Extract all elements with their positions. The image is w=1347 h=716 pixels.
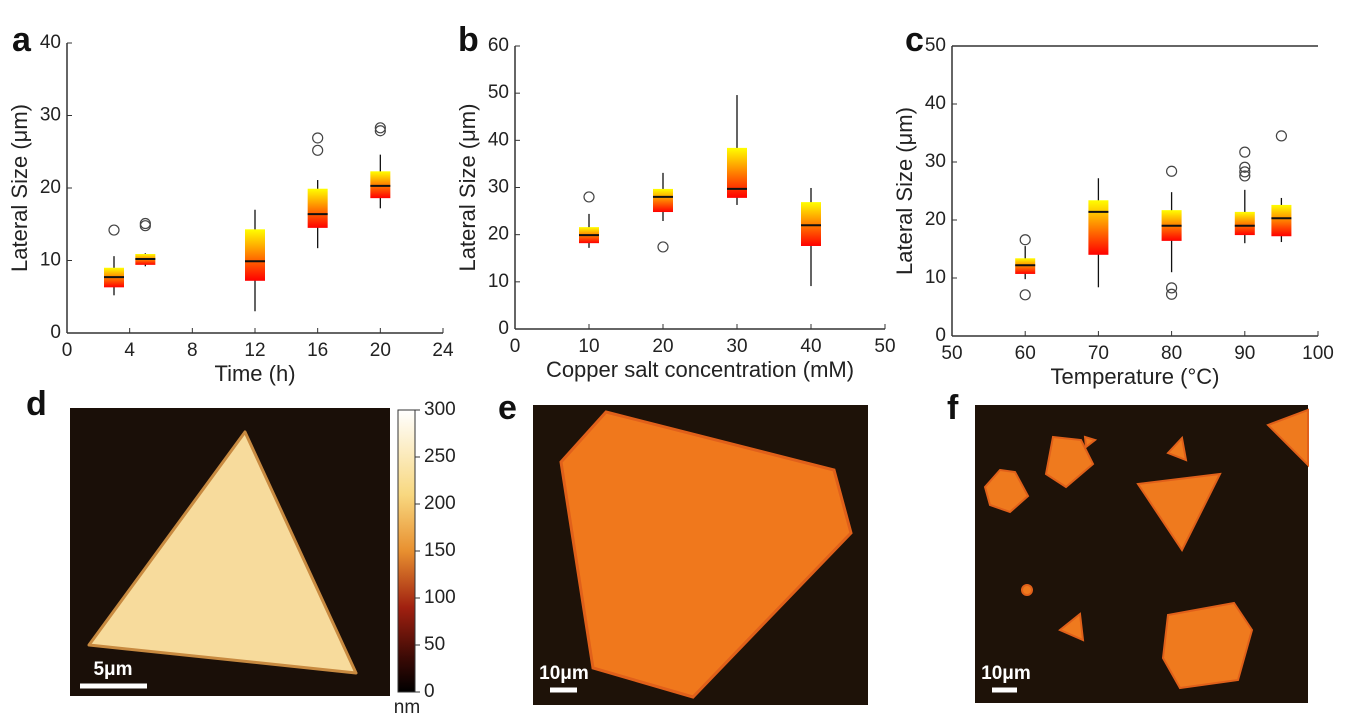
box [801,202,821,246]
x-tick-label: 40 [800,336,821,357]
x-tick-label: 24 [432,340,454,361]
x-tick-label: 12 [244,340,265,361]
x-tick-label: 90 [1234,343,1255,364]
y-tick-label: 50 [925,35,946,56]
outlier [313,145,323,155]
y-tick-label: 0 [50,322,61,343]
x-tick-label: 10 [578,336,599,357]
outlier [1240,147,1250,157]
y-tick-label: 20 [40,177,61,198]
x-tick-label: 8 [187,340,198,361]
x-tick-label: 4 [124,340,135,361]
y-tick-label: 0 [498,318,509,339]
x-tick-label: 70 [1088,343,1109,364]
outlier [1020,235,1030,245]
outlier [109,225,119,235]
x-tick-label: 20 [370,340,391,361]
y-tick-label: 30 [488,177,509,198]
y-tick-label: 30 [40,105,61,126]
x-tick-label: 0 [62,340,73,361]
y-tick-label: 30 [925,151,946,172]
box [1088,200,1108,255]
y-axis-label: Lateral Size (μm) [7,104,32,272]
x-tick-label: 20 [652,336,673,357]
x-tick-label: 100 [1302,343,1334,364]
y-tick-label: 40 [40,32,61,53]
colorbar-unit: nm [394,697,420,716]
panel-label: b [458,21,479,59]
box [653,189,673,212]
box [1235,212,1255,235]
box [370,171,390,198]
y-tick-label: 20 [925,209,946,230]
optical-image [975,405,1308,703]
box [308,189,328,228]
outlier [313,133,323,143]
colorbar-tick-label: 200 [424,493,456,514]
y-tick-label: 10 [488,271,509,292]
x-tick-label: 0 [510,336,521,357]
colorbar-tick-label: 50 [424,634,445,655]
x-tick-label: 80 [1161,343,1182,364]
box [727,148,747,198]
x-axis-label: Temperature (°C) [1051,364,1220,389]
outlier [140,219,150,229]
colorbar-tick-label: 150 [424,540,456,561]
box [1271,205,1291,236]
y-tick-label: 10 [925,267,946,288]
y-tick-label: 40 [488,129,509,150]
x-tick-label: 50 [941,343,962,364]
figure: a b c d e f 5μm nm 10μm 10μm 05010015020… [0,0,1347,716]
y-tick-label: 40 [925,93,946,114]
x-tick-label: 30 [726,336,747,357]
x-tick-label: 60 [1015,343,1036,364]
y-tick-label: 50 [488,82,509,103]
y-axis-label: Lateral Size (μm) [455,104,480,272]
panel-label: f [947,389,959,427]
panel-label: e [498,389,517,427]
y-tick-label: 20 [488,224,509,245]
x-axis-label: Time (h) [214,361,295,386]
colorbar-tick-label: 300 [424,399,456,420]
panel-label: c [905,21,924,59]
outlier [1167,166,1177,176]
outlier [1167,289,1177,299]
panel-label: a [12,21,32,59]
outlier [1020,290,1030,300]
x-axis-label: Copper salt concentration (mM) [546,357,854,382]
scale-bar-label: 10μm [981,663,1031,684]
colorbar [398,410,415,692]
y-axis-label: Lateral Size (μm) [892,107,917,275]
colorbar-tick-label: 250 [424,446,456,467]
outlier [584,192,594,202]
colorbar-tick-label: 0 [424,681,435,702]
outlier [140,221,150,231]
x-tick-label: 16 [307,340,328,361]
box [245,229,265,280]
x-tick-label: 50 [874,336,895,357]
y-tick-label: 60 [488,35,509,56]
y-tick-label: 10 [40,250,61,271]
scale-bar-label: 5μm [93,659,132,680]
panel-label: d [26,385,47,423]
outlier [1276,131,1286,141]
scale-bar-label: 10μm [539,663,589,684]
outlier [658,242,668,252]
colorbar-tick-label: 100 [424,587,456,608]
